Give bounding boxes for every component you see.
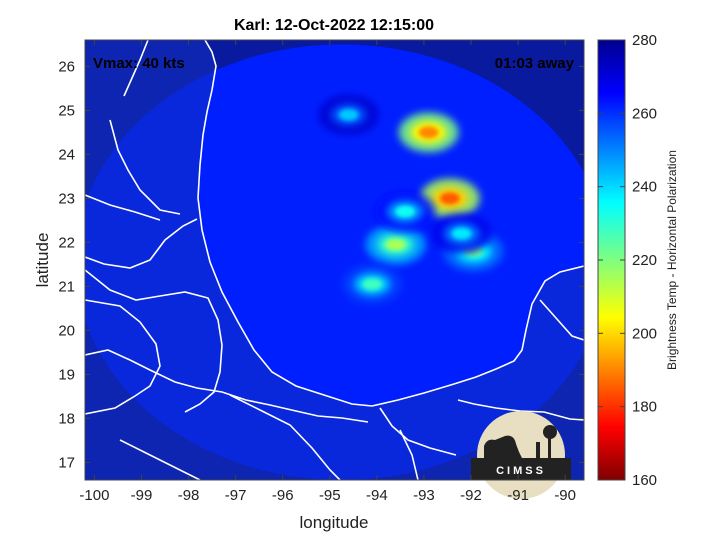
y-tick-label: 22 [58,234,75,251]
colorbar-tick-label: 280 [632,32,657,49]
cimss-logo: CIMSS [471,411,571,499]
cold-feature [342,264,403,305]
cold-feature [318,94,379,135]
y-axis: 17 18 19 20 21 22 23 24 25 26 [58,58,584,471]
y-tick-label: 20 [58,322,75,339]
x-tick-label: -92 [460,487,482,504]
x-tick-label: -93 [413,487,435,504]
colorbar-tick-label: 180 [632,399,657,416]
colorbar-tick-label: 160 [632,472,657,489]
y-tick-label: 23 [58,190,75,207]
axes-box [84,39,585,481]
cold-feature [419,178,480,219]
colorbar-ticks: 160 180 200 220 240 260 280 [598,32,657,489]
colorbar-tick-label: 240 [632,179,657,196]
x-tick-label: -97 [225,487,247,504]
x-tick-label: -90 [554,487,576,504]
y-tick-label: 19 [58,366,75,383]
cold-feature [365,224,426,265]
y-tick-label: 21 [58,278,75,295]
colorbar-tick-label: 220 [632,252,657,269]
brightness-field [85,40,584,480]
y-tick-label: 18 [58,410,75,427]
cold-feature [375,191,436,232]
logo-text: CIMSS [496,465,546,477]
y-tick-label: 17 [58,454,75,471]
y-tick-label: 25 [58,102,75,119]
y-tick-label: 26 [58,58,75,75]
y-tick-label: 24 [58,146,75,163]
x-tick-label: -95 [319,487,341,504]
chart-title: Karl: 12-Oct-2022 12:15:00 [234,17,434,34]
x-tick-label: -91 [507,487,529,504]
coastlines [85,40,584,480]
x-tick-label: -99 [131,487,153,504]
vmax-annotation: Vmax: 40 kts [93,55,185,72]
x-tick-label: -98 [178,487,200,504]
x-axis: -100 -99 -98 -97 -96 -95 -94 -93 -92 -91 -90 [79,40,576,504]
y-axis-label: latitude [33,233,52,288]
colorbar-tick-label: 260 [632,105,657,122]
x-tick-label: -94 [366,487,388,504]
cold-feature [431,213,492,254]
plot-area [85,40,584,480]
x-tick-label: -100 [79,487,109,504]
colorbar-tick-label: 200 [632,325,657,342]
time-away-annotation: 01:03 away [495,55,575,72]
x-tick-label: -96 [272,487,294,504]
colorbar-label: Brightness Temp - Horizontal Polarizatio… [665,150,679,370]
x-axis-label: longitude [299,513,368,532]
cold-feature [398,112,459,153]
land-mask [85,40,584,480]
